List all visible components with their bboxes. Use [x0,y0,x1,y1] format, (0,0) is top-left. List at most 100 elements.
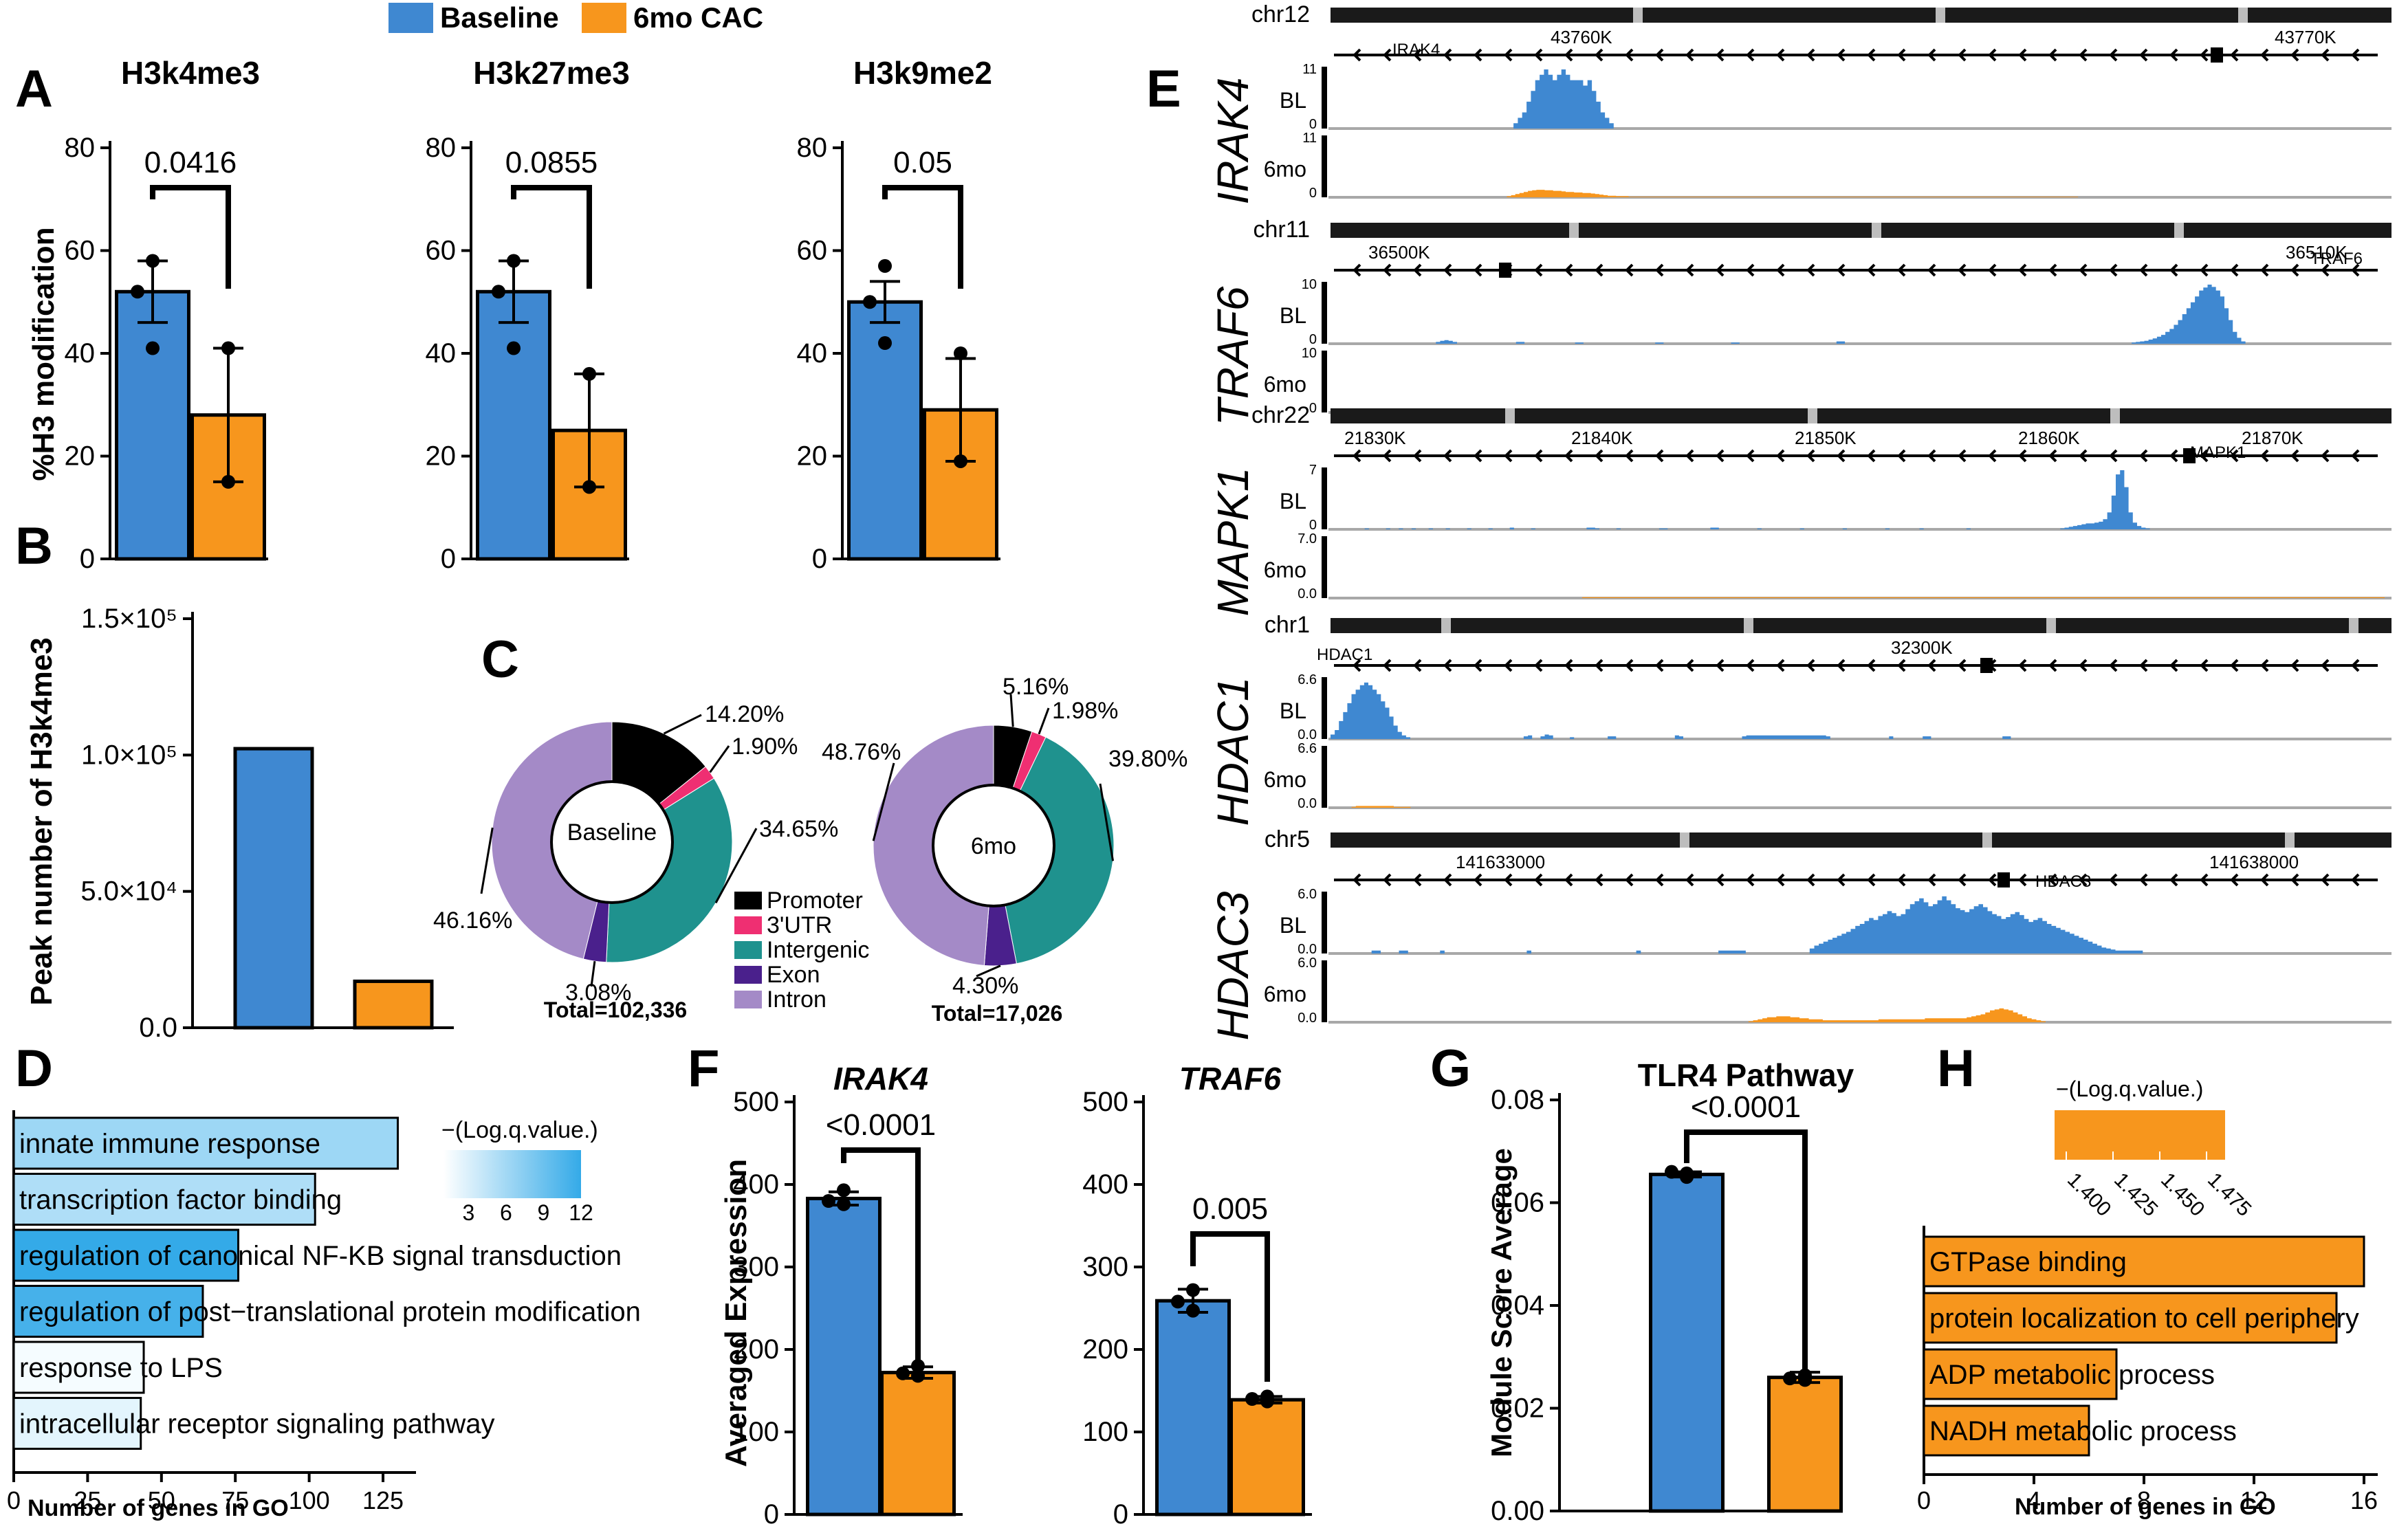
panel-e-hdac3-ideogram-band [1982,832,1992,848]
panel-f-irak4-baseline-bar [806,1196,882,1517]
panel-f-irak4-baseline-point [837,1183,851,1198]
panel-e-mapk1-strand-arrow [1988,449,1997,463]
panel-c-6mo-label-leader [872,762,895,841]
panel-e-hdac1-strand-arrow [2230,659,2239,672]
panel-b-bar-baseline [233,747,314,1030]
panel-a-h3k9me2-y-tick-label: 40 [797,338,828,368]
panel-d-bar [12,1397,142,1450]
panel-e-hdac1-strand-arrow [2109,659,2118,672]
panel-e-traf6-strand-arrow [1867,263,1876,277]
panel-b-y-tick-label: 1.0×10⁵ [81,740,177,770]
panel-e-hdac3-strand-arrow [1625,873,1634,887]
panel-f-traf6-y-tick-label: 400 [1082,1169,1128,1200]
panel-d-category-label: response to LPS [19,1353,223,1383]
panel-f-traf6-cac-point [1260,1394,1274,1409]
panel-e-irak4-6mo-track-bar [1322,135,1327,197]
panel-d-colorbar-tick: 6 [500,1200,512,1225]
panel-b-y-tick-label: 5.0×10⁴ [80,876,177,907]
panel-a-h3k27me3-baseline-point [492,285,505,299]
panel-a-h3k9me2-title: H3k9me2 [853,55,992,91]
panel-c-baseline-label-leader [480,827,494,894]
panel-e-mapk1-coord-label: 21830K [1344,428,1406,448]
panel-a-h3k9me2-cac-bar [923,408,998,561]
panel-f-traf6-baseline-bar [1155,1299,1231,1517]
panel-e-traf6-strand-arrow [2169,263,2178,277]
panel-e-hdac1-strand-arrow [1383,659,1392,672]
panel-e-mapk1-strand-arrow [2079,449,2088,463]
panel-e-hdac1-strand-arrow [1867,659,1876,672]
panel-e-hdac3-strand-arrow [2018,873,2027,887]
panel-a-h3k27me3-y-tick-label: 40 [426,338,457,368]
panel-a-h3k4me3-y-tick-label: 60 [65,236,96,266]
panel-e-mapk1-strand-arrow [2139,449,2148,463]
panel-c-6mo-slice-label: 48.76% [822,739,901,765]
panel-e-hdac3-strand-arrow [2139,873,2148,887]
panel-e-irak4-bl-track-bar [1322,67,1327,129]
panel-e-mapk1-strand-arrow [1504,449,1513,463]
panel-e-hdac1-strand-arrow [2260,659,2269,672]
panel-e-mapk1-strand-arrow [2351,449,2360,463]
panel-c-6mo-label-leader [1009,694,1014,727]
panel-c-legend-label: Promoter [767,887,863,914]
panel-letter-H: H [1937,1039,1975,1098]
panel-e-hdac1-strand-arrow [1595,659,1603,672]
panel-d-colorbar-tick: 9 [538,1200,550,1225]
panel-e-hdac3-strand-arrow [2048,873,2057,887]
panel-c-legend-label: Intergenic [767,937,869,963]
panel-c-baseline-slice-label: 1.90% [732,734,798,760]
panel-e-traf6-strand-arrow [2230,263,2239,277]
panel-c-6mo-center-label: 6mo [971,833,1016,859]
panel-e-irak4-strand-arrow [1867,48,1876,62]
panel-e-mapk1-strand-arrow [1867,449,1876,463]
panel-c-baseline-slice-label: 46.16% [433,907,512,934]
panel-e-hdac1-6mo-max-label: 6.6 [1298,741,1317,756]
panel-e-hdac1-ideogram [1331,618,2391,633]
panel-e-hdac1-6mo-track-bar [1322,746,1327,808]
panel-e-traf6-strand-arrow [1655,263,1664,277]
panel-e-mapk1-strand-arrow [2109,449,2118,463]
panel-g-sig-bracket [1684,1129,1808,1371]
panel-e-mapk1-strand-arrow [1595,449,1603,463]
panel-e-mapk1-bl-track-bar [1322,467,1327,529]
panel-e-mapk1-bl-max-label: 7 [1309,463,1317,478]
panel-h-x-tick-label: 16 [2350,1486,2378,1514]
panel-e-hdac3-strand-arrow [1716,873,1725,887]
panel-f-irak4-cac-point [911,1369,925,1383]
panel-a-h3k4me3-sig-bracket [150,185,231,289]
panel-e-hdac3-strand-arrow [1897,873,1906,887]
panel-e-hdac3-ideogram [1331,832,2391,848]
panel-b-ylabel: Peak number of H3k4me3 [25,637,58,1006]
panel-f-irak4-title: IRAK4 [833,1061,928,1096]
panel-d-xlabel: Number of genes in GO [28,1495,289,1521]
panel-e-irak4-strand-arrow [1897,48,1906,62]
panel-e-hdac3-strand-arrow [1474,873,1482,887]
panel-e-traf6-strand-arrow [1988,263,1997,277]
panel-f-irak4-y-tick-label: 500 [733,1087,779,1117]
panel-g-baseline-bar [1649,1172,1725,1513]
panel-d-x-tick-label: 100 [289,1486,330,1514]
panel-e-hdac3-bl-coverage [1331,896,2385,953]
panel-f-irak4-y-tick-label: 400 [733,1169,779,1200]
panel-e-traf6-chr-label: chr11 [1253,217,1310,243]
panel-e-hdac3-strand-arrow [2351,873,2360,887]
panel-d-bar [12,1228,240,1282]
panel-e-irak4-strand-arrow [1655,48,1664,62]
panel-e-hdac3-strand-arrow [2321,873,2330,887]
panel-f-irak4-p-value: <0.0001 [826,1108,936,1142]
panel-e-irak4-strand-arrow [2079,48,2088,62]
panel-e-traf6-coord-label: 36510K [2286,242,2347,263]
panel-e-irak4-strand-arrow [1958,48,1967,62]
panel-e-hdac1-ideogram-band [1441,618,1451,633]
panel-e-traf6-strand-arrow [2109,263,2118,277]
panel-e-hdac1-strand-arrow [1685,659,1694,672]
panel-e-hdac1-strand-arrow [1837,659,1846,672]
panel-e-traf6-bl-max-label: 10 [1302,277,1317,292]
panel-h-colorbar-tick: 1.400 [2063,1169,2115,1221]
panel-e-hdac1-strand-arrow [1655,659,1664,672]
panel-e-hdac3-coord-label: 141633000 [1456,852,1545,872]
panel-e-traf6-strand-arrow [1685,263,1694,277]
panel-e-irak4-6mo-max-label: 11 [1302,131,1317,146]
panel-f-traf6-p-value: 0.005 [1192,1192,1268,1226]
panel-e-hdac3-strand-arrow [1685,873,1694,887]
panel-e-irak4-strand-arrow [1383,48,1392,62]
